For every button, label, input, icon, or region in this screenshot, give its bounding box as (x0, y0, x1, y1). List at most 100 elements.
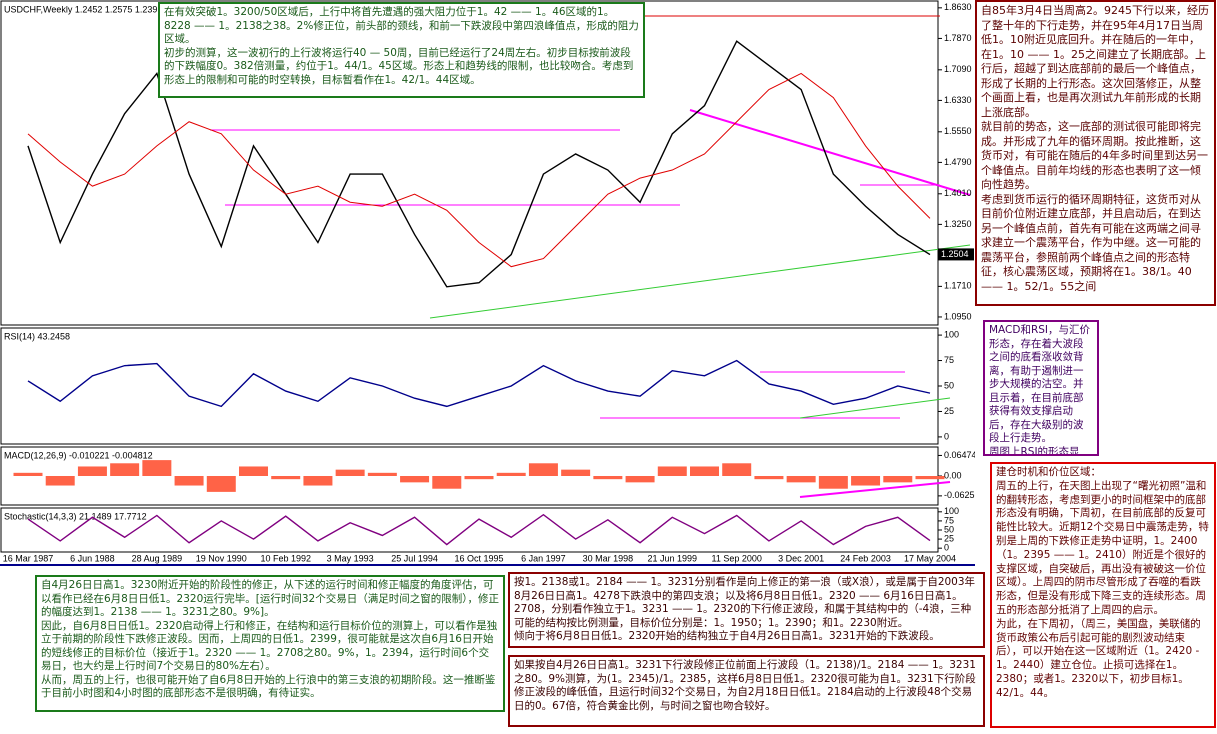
x-tick-label: 3 May 1993 (327, 553, 374, 563)
y-tick-label: 1.0950 (944, 311, 972, 321)
note-text: 因此，自6月8日日低1。2320启动得上行和修正，在结构和运行目标价位的测算上，… (41, 619, 498, 673)
x-tick-label: 25 Jul 1994 (391, 553, 438, 563)
bar (593, 476, 623, 480)
x-tick-label: 6 Jan 1997 (521, 553, 566, 563)
bar (722, 463, 752, 476)
y-tick-label: 0.00 (944, 470, 962, 480)
y-tick-label: 50 (944, 380, 954, 390)
y-tick-label: 0 (944, 543, 949, 553)
y-tick-label: 75 (944, 355, 954, 365)
bar (367, 472, 397, 476)
note-text: 初步的测算，这一波初行的上行波将运行40 — 50周，目前已经运行了24周左右。… (164, 46, 634, 86)
trend-line (799, 481, 951, 498)
x-tick-label: 24 Feb 2003 (840, 553, 891, 563)
bar (239, 466, 268, 476)
panel-title: USDCHF,Weekly 1.2452 1.2575 1.239 (4, 4, 157, 14)
y-tick-label: 0.06474 (944, 450, 975, 460)
note-text: 自85年3月4日当周高2。9245下行以来，经历了整十年的下行走势，并在95年4… (981, 4, 1209, 119)
y-tick-label: 1.4010 (944, 188, 972, 198)
y-tick-label: 1.4790 (944, 157, 972, 167)
bar (464, 476, 494, 480)
bar (303, 476, 333, 486)
bar (883, 476, 913, 483)
series-line (27, 72, 931, 268)
trend-line (689, 109, 971, 196)
note-text: 建仓时机和价位区域： (996, 466, 1101, 478)
note-box: 自4月26日日高1。3230附近开始的阶段性的修正，从下述的运行时间和修正幅度的… (35, 575, 505, 712)
bar (786, 476, 816, 483)
chart: USDCHF,Weekly 1.2452 1.2575 1.239 1.8630 1… (0, 0, 975, 566)
bar (174, 476, 204, 486)
x-tick-label: 16 Oct 1995 (454, 553, 503, 563)
y-tick-label: 100 (944, 506, 959, 516)
bar (754, 476, 784, 480)
price-label: 1.2504 (941, 249, 969, 259)
y-tick-label: 1.3250 (944, 219, 972, 229)
panel-title: MACD(12,26,9) -0.010221 -0.004812 (4, 450, 153, 460)
panel-title: Stochastic(14,3,3) 21.1489 17.7712 (4, 511, 147, 521)
series-line (27, 40, 931, 288)
note-box: 建仓时机和价位区域： 周五的上行，在天图上出现了“曙光初照”温和的翻转形态，考虑… (990, 462, 1216, 728)
y-tick-label: 1.1710 (944, 281, 972, 291)
note-box: MACD和RSI，与汇价形态，存在着大波段之间的底看涨收敛背离，有助于遏制进一步… (983, 320, 1099, 456)
bar (206, 476, 236, 492)
x-tick-label: 28 Aug 1989 (132, 553, 183, 563)
bar (690, 466, 719, 476)
price-marker (938, 248, 974, 261)
bar (818, 476, 848, 489)
rsi-frame (0, 327, 939, 445)
note-box: 在有效突破1。3200/50区域后，上行中将首先遭遇的强大阻力位于1。42 ——… (158, 2, 645, 98)
bar (142, 460, 172, 476)
x-tick-label: 19 Nov 1990 (196, 553, 247, 563)
bar (271, 476, 301, 480)
bar (528, 463, 558, 476)
note-box: 如果按自4月26日日高1。3231下行波段修正位前面上行波段（1。2138)/1… (508, 655, 985, 727)
bar (432, 476, 462, 489)
note-text: 自4月26日日高1。3230附近开始的阶段性的修正，从下述的运行时间和修正幅度的… (41, 579, 499, 618)
series-line (27, 359, 931, 408)
x-tick-label: 17 May 2004 (904, 553, 956, 563)
note-text: 为此，在下周初，（周三，美国盘，美联储的货币政策公布后引起可能的剧烈波动结束后）… (996, 617, 1201, 699)
bar (851, 476, 881, 486)
y-tick-label: 1.7090 (944, 64, 972, 74)
note-text: 从而，周五的上行，也很可能开始了自6月8日开始的上行浪中的第三支浪的初期阶段。这… (41, 673, 496, 700)
note-text: 周五的上行，在天图上出现了“曙光初照”温和的翻转形态，考虑到更小的时间框架中的底… (996, 479, 1209, 616)
x-tick-label: 16 Mar 1987 (3, 553, 54, 563)
x-tick-label: 30 Mar 1998 (583, 553, 634, 563)
y-tick-label: 25 (944, 406, 954, 416)
bar (13, 472, 43, 476)
note-text: 周图上RSI的形态显示，下行趋势已经初步转而为上行趋势，但是仍然有待确立。 (989, 445, 1080, 456)
y-tick-label: 50 (944, 524, 954, 534)
note-text: 在有效突破1。3200/50区域后，上行中将首先遭遇的强大阻力位于1。42 ——… (164, 6, 639, 45)
bar (45, 476, 75, 486)
x-tick-label: 6 Jun 1988 (70, 553, 115, 563)
series-line (27, 513, 931, 546)
y-tick-label: 1.8630 (944, 2, 972, 12)
y-tick-label: 100 (944, 329, 959, 339)
y-tick-label: 75 (944, 515, 954, 525)
note-box: 按1。2138或1。2184 —— 1。3231分别看作是向上修正的第一浪（或X… (508, 572, 985, 648)
x-tick-label: 21 Jun 1999 (648, 553, 698, 563)
price-frame (0, 0, 939, 326)
bar (915, 476, 945, 480)
bar (561, 469, 591, 476)
note-text: 就目前的势态，这一底部的测试很可能即将完成。并形成了九年的循环周期。按此推断，这… (981, 120, 1208, 191)
y-tick-label: 1.5550 (944, 126, 972, 136)
bar (657, 466, 687, 476)
note-box: 自85年3月4日当周高2。9245下行以来，经历了整十年的下行走势，并在95年4… (975, 0, 1216, 306)
note-text: 按1。2138或1。2184 —— 1。3231分别看作是向上修正的第一浪（或X… (514, 576, 976, 629)
note-text: MACD和RSI，与汇价形态，存在着大波段之间的底看涨收敛背离，有助于遏制进一步… (989, 324, 1091, 444)
x-tick-label: 11 Sep 2000 (712, 553, 762, 563)
bar (625, 476, 655, 483)
panel-title: RSI(14) 43.2458 (4, 331, 70, 341)
note-text: 如果按自4月26日日高1。3231下行波段修正位前面上行波段（1。2138)/1… (514, 659, 976, 712)
x-tick-label: 10 Feb 1992 (260, 553, 311, 563)
y-tick-label: 25 (944, 533, 954, 543)
y-tick-label: -0.06256 (944, 490, 975, 500)
note-text: 考虑到货币运行的循环周期特征，这货币对从目前价位附近建立底部，并且启动后，在到达… (981, 192, 1201, 293)
note-text: 倾向于将6月8日日低1。2320开始的结构独立于自4月26日日高1。3231开始… (514, 630, 940, 642)
bar (496, 472, 526, 476)
x-tick-label: 3 Dec 2001 (778, 553, 824, 563)
trend-line (429, 244, 971, 319)
